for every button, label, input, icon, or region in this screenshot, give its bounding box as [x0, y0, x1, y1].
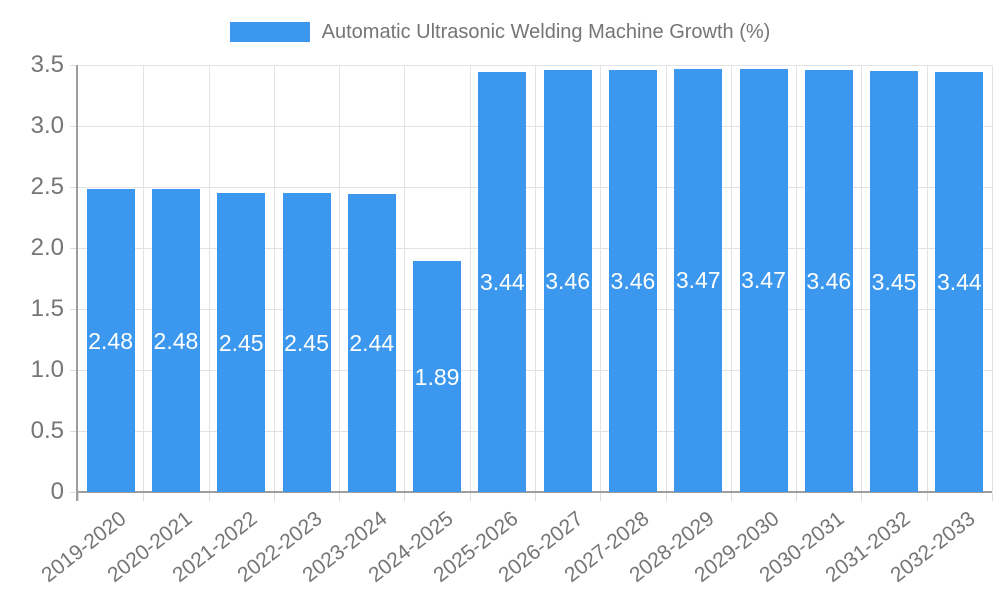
- x-tick-mark: [600, 493, 602, 501]
- y-tick-mark: [70, 126, 78, 127]
- y-tick-label: 0.5: [30, 417, 64, 444]
- x-tick-mark: [404, 493, 406, 501]
- x-gridline: [861, 65, 863, 492]
- x-tick-mark: [926, 493, 928, 501]
- x-tick-mark: [665, 493, 667, 501]
- bar-value-label: 2.48: [153, 327, 199, 354]
- bar-value-label: 2.48: [88, 327, 134, 354]
- y-tick-mark: [70, 65, 78, 66]
- bar[interactable]: [347, 194, 396, 492]
- bar[interactable]: [543, 69, 592, 492]
- bar-value-label: 3.47: [675, 267, 721, 294]
- bar[interactable]: [217, 193, 266, 492]
- y-tick-label: 3.5: [30, 51, 64, 78]
- x-gridline: [208, 65, 210, 492]
- x-tick-mark: [339, 493, 341, 501]
- y-tick-mark: [70, 187, 78, 188]
- x-tick-mark: [273, 493, 275, 501]
- x-gridline: [665, 65, 667, 492]
- chart-legend[interactable]: Automatic Ultrasonic Welding Machine Gro…: [0, 20, 1000, 44]
- x-tick-mark: [730, 493, 732, 501]
- x-gridline: [339, 65, 341, 492]
- bar-value-label: 3.47: [741, 267, 786, 294]
- x-tick-mark: [796, 493, 798, 501]
- x-gridline: [143, 65, 145, 492]
- x-gridline: [469, 65, 471, 492]
- x-gridline: [404, 65, 406, 492]
- bar[interactable]: [674, 68, 723, 492]
- y-tick-mark: [70, 431, 78, 432]
- x-axis-line: [76, 491, 992, 493]
- x-tick-mark: [469, 493, 471, 501]
- bar-value-label: 3.45: [871, 268, 917, 295]
- y-tick-mark: [70, 492, 78, 493]
- bar[interactable]: [86, 189, 135, 492]
- x-gridline: [992, 65, 993, 492]
- y-tick-mark: [70, 309, 78, 310]
- x-tick-mark: [143, 493, 145, 501]
- bar-value-label: 3.46: [545, 267, 591, 294]
- y-tick-label: 2.0: [30, 234, 64, 261]
- bar[interactable]: [151, 189, 200, 492]
- bar-value-label: 2.44: [349, 330, 395, 357]
- bar-value-label: 1.89: [414, 363, 460, 390]
- x-gridline: [273, 65, 275, 492]
- bar-value-label: 3.46: [610, 267, 656, 294]
- bar-value-label: 3.44: [479, 269, 525, 296]
- y-tick-label: 1.0: [30, 356, 64, 383]
- x-gridline: [926, 65, 928, 492]
- bar[interactable]: [870, 71, 919, 492]
- y-tick-mark: [70, 248, 78, 249]
- y-axis-line: [76, 65, 78, 501]
- bar[interactable]: [282, 193, 331, 492]
- bar[interactable]: [739, 68, 788, 492]
- bar-value-label: 2.45: [284, 329, 329, 356]
- x-gridline: [535, 65, 536, 492]
- bar[interactable]: [935, 72, 984, 492]
- x-tick-mark: [861, 493, 863, 501]
- x-tick-mark: [992, 493, 993, 501]
- legend-title: Automatic Ultrasonic Welding Machine Gro…: [321, 21, 771, 43]
- bar[interactable]: [413, 261, 462, 492]
- x-tick-mark: [208, 493, 210, 501]
- y-tick-label: 1.5: [30, 295, 64, 322]
- x-tick-mark: [78, 493, 79, 501]
- bar[interactable]: [608, 69, 657, 492]
- x-tick-mark: [535, 493, 536, 501]
- y-tick-label: 3.0: [30, 112, 64, 139]
- legend-swatch: [229, 22, 310, 42]
- bar-value-label: 3.44: [936, 269, 982, 296]
- bar-value-label: 3.46: [806, 267, 852, 294]
- x-gridline: [730, 65, 732, 492]
- x-gridline: [796, 65, 798, 492]
- bar-value-label: 2.45: [218, 329, 264, 356]
- y-tick-label: 2.5: [30, 173, 64, 200]
- y-tick-label: 0: [50, 478, 64, 505]
- bar[interactable]: [478, 72, 527, 492]
- bar[interactable]: [804, 69, 853, 492]
- y-tick-mark: [70, 370, 78, 371]
- x-gridline: [600, 65, 602, 492]
